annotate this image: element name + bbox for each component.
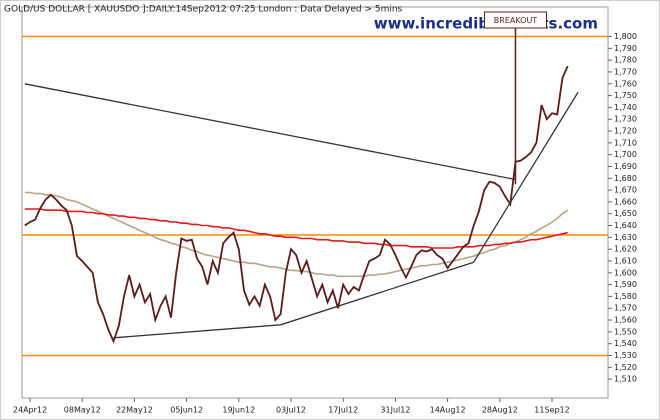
annotation-box xyxy=(483,11,547,29)
y-tick-label: 1,590 xyxy=(614,280,637,289)
y-tick-label: 1,740 xyxy=(614,103,637,112)
x-tick-label: 03Jul12 xyxy=(276,406,306,415)
y-tick-label: 1,800 xyxy=(614,32,637,41)
y-tick-label: 1,690 xyxy=(614,162,637,171)
x-tick-label: 05Jun12 xyxy=(170,406,203,415)
y-tick-label: 1,720 xyxy=(614,127,637,136)
y-tick-label: 1,600 xyxy=(614,268,637,277)
x-tick-label: 14Aug12 xyxy=(430,406,466,415)
x-tick-label: 19Jun12 xyxy=(222,406,255,415)
plot-frame xyxy=(21,6,609,399)
series-line xyxy=(24,208,568,249)
x-tick-label: 31Jul12 xyxy=(380,406,410,415)
series-line xyxy=(24,65,569,344)
y-tick-label: 1,550 xyxy=(614,327,637,336)
y-tick-label: 1,770 xyxy=(614,67,637,76)
x-tick-label: 22May12 xyxy=(116,406,153,415)
series-line xyxy=(24,191,569,278)
trendline xyxy=(473,91,579,263)
y-tick-label: 1,570 xyxy=(614,304,637,313)
y-tick-label: 1,620 xyxy=(614,245,637,254)
trendline xyxy=(24,83,516,181)
y-tick-label: 1,610 xyxy=(614,256,637,265)
y-tick-label: 1,510 xyxy=(614,375,637,384)
x-tick-label: 17Jul12 xyxy=(328,406,358,415)
y-tick-label: 1,750 xyxy=(614,91,637,100)
y-tick-label: 1,730 xyxy=(614,115,637,124)
trendline xyxy=(113,261,474,339)
y-tick-label: 1,660 xyxy=(614,197,637,206)
y-tick-label: 1,530 xyxy=(614,351,637,360)
y-tick-label: 1,640 xyxy=(614,221,637,230)
x-tick-label: 28Aug12 xyxy=(482,406,518,415)
y-tick-label: 1,780 xyxy=(614,56,637,65)
x-tick-label: 24Apr12 xyxy=(13,406,47,415)
annotation-label: BREAKOUT xyxy=(494,16,538,25)
y-tick-label: 1,700 xyxy=(614,150,637,159)
y-tick-label: 1,670 xyxy=(614,186,637,195)
y-tick-label: 1,580 xyxy=(614,292,637,301)
y-tick-label: 1,540 xyxy=(614,339,637,348)
x-tick-label: 11Sep12 xyxy=(534,406,569,415)
y-tick-label: 1,560 xyxy=(614,316,637,325)
x-tick-label: 08May12 xyxy=(64,406,101,415)
y-tick-label: 1,630 xyxy=(614,233,637,242)
y-tick-label: 1,680 xyxy=(614,174,637,183)
y-tick-label: 1,710 xyxy=(614,138,637,147)
y-tick-label: 1,650 xyxy=(614,209,637,218)
y-tick-label: 1,790 xyxy=(614,44,637,53)
y-tick-label: 1,520 xyxy=(614,363,637,372)
y-tick-label: 1,760 xyxy=(614,79,637,88)
chart-title: GOLD/US DOLLAR [ XAUUSDO ]:DAILY:14Sep20… xyxy=(4,5,403,15)
